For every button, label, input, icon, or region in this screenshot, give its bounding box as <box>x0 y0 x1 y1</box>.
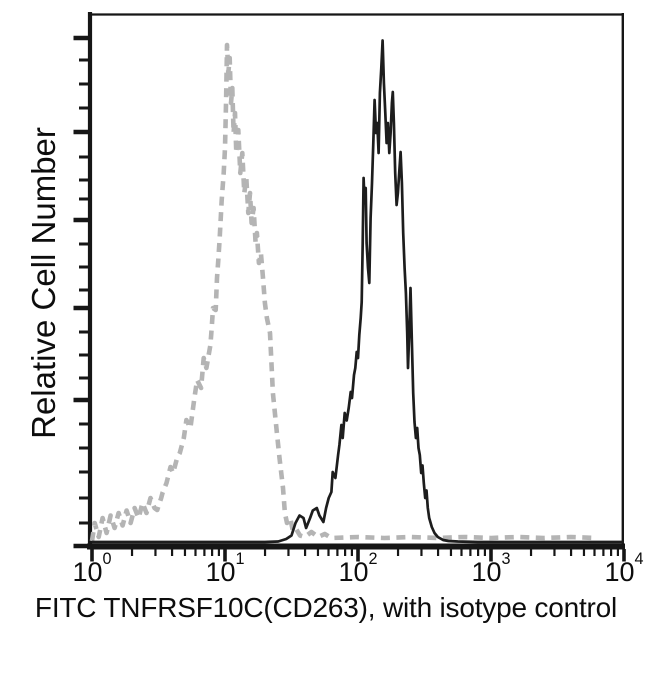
x-tick-label-10e0: 100 <box>72 550 111 588</box>
x-tick-label-base: 10 <box>338 557 369 587</box>
x-tick-label-10e1: 101 <box>205 550 244 588</box>
x-tick-label-10e2: 102 <box>338 550 377 588</box>
isotype-control-curve <box>89 42 598 542</box>
x-tick-label-base: 10 <box>471 557 502 587</box>
y-axis-title: Relative Cell Number <box>25 127 62 439</box>
x-tick-label-exponent: 4 <box>634 549 644 568</box>
x-tick-label-exponent: 1 <box>235 549 245 568</box>
x-tick-label-10e4: 104 <box>604 550 643 588</box>
x-tick-label-10e3: 103 <box>471 550 510 588</box>
x-tick-label-base: 10 <box>72 557 103 587</box>
x-tick-label-exponent: 2 <box>368 549 378 568</box>
x-tick-label-exponent: 3 <box>501 549 511 568</box>
x-axis-title: FITC TNFRSF10C(CD263), with isotype cont… <box>34 592 618 623</box>
stained-sample-curve <box>92 39 624 544</box>
x-tick-label-base: 10 <box>205 557 236 587</box>
x-tick-label-exponent: 0 <box>102 549 112 568</box>
x-tick-label-base: 10 <box>604 557 635 587</box>
